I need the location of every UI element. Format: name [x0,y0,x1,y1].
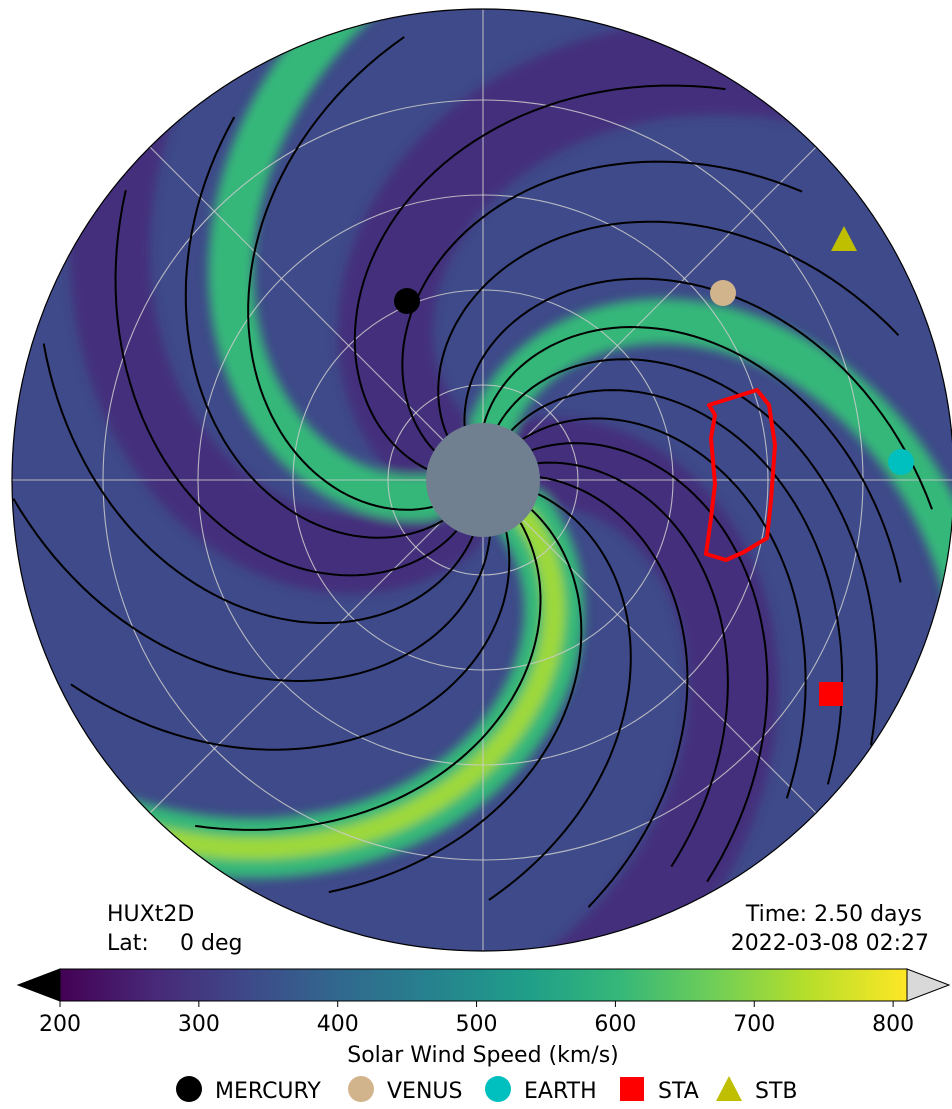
field-line-4 [531,442,769,883]
field-line-19 [463,277,933,510]
field-line-13 [114,189,458,577]
legend-earth-icon [485,1076,511,1102]
magnetic-field-lines [12,36,933,908]
colorbar-extend-low [16,968,61,1002]
lat-label: Lat: [107,931,149,956]
colorbar-label: Solar Wind Speed (km/s) [347,1043,619,1068]
field-line-14 [184,116,444,539]
grid-spoke-45 [482,146,817,481]
field-line-17 [401,160,803,452]
colorbar-tick-label-300: 300 [178,1012,220,1037]
colorbar-tick-label-500: 500 [456,1012,498,1037]
field-line-7 [488,493,632,901]
colorbar: 200 300 400 500 600 700 800 Solar Wind Speed (… [16,968,951,1068]
field-line-5 [537,461,729,868]
model-label: HUXt2D [107,902,194,927]
wind-band-4 [208,9,452,521]
sun-inner-boundary [426,423,540,537]
cme-boundary [704,388,777,562]
field-line-0 [483,325,902,583]
field-line-3 [522,417,807,799]
field-line-18 [437,220,900,436]
grid-spoke-135 [149,146,484,481]
field-line-6 [539,476,689,908]
field-line-8 [328,509,583,894]
colorbar-tick-label-700: 700 [733,1012,775,1037]
earth-marker [888,449,914,475]
legend-venus-label: VENUS [387,1079,462,1104]
field-line-9 [195,522,542,831]
field-line-12 [42,343,474,624]
body-markers [394,226,914,706]
date-label: 2022-03-08 02:27 [731,931,929,956]
lat-value: 0 deg [180,931,242,956]
legend-sta-icon [620,1077,644,1101]
grid-spoke-225 [149,479,484,814]
disk-outline [11,8,952,952]
legend-sta-label: STA [658,1079,699,1104]
field-line-15 [247,36,433,511]
wind-band-0 [337,19,840,499]
polar-grid [12,9,952,951]
venus-marker [710,280,736,306]
legend: MERCURY VENUS EARTH STA STB [176,1076,798,1104]
legend-earth-label: EARTH [524,1079,597,1104]
grid-spoke-315 [482,479,817,814]
wind-band-2 [69,65,486,594]
wind-band-6 [90,507,566,860]
field-line-11 [12,498,491,683]
field-line-2 [510,389,844,785]
time-label: Time: 2.50 days [745,902,922,927]
colorbar-tick-label-800: 800 [872,1012,914,1037]
colorbar-gradient [60,969,907,1001]
stb-marker [831,226,857,251]
colorbar-tick-label-600: 600 [594,1012,636,1037]
colorbar-tick-label-400: 400 [317,1012,359,1037]
legend-venus-icon [348,1076,374,1102]
mercury-marker [394,288,420,314]
field-line-16 [353,84,726,470]
colorbar-extend-high [906,968,951,1002]
sta-marker [819,682,843,706]
colorbar-tick-label-200: 200 [39,1012,81,1037]
legend-stb-icon [716,1076,742,1101]
legend-stb-label: STB [755,1079,798,1104]
colorbar-ticks: 200 300 400 500 600 700 800 [39,1001,914,1037]
legend-mercury-label: MERCURY [215,1079,321,1104]
field-line-1 [497,358,878,746]
legend-mercury-icon [176,1076,202,1102]
solar-wind-heatmap [12,9,952,951]
field-line-10 [70,531,511,751]
